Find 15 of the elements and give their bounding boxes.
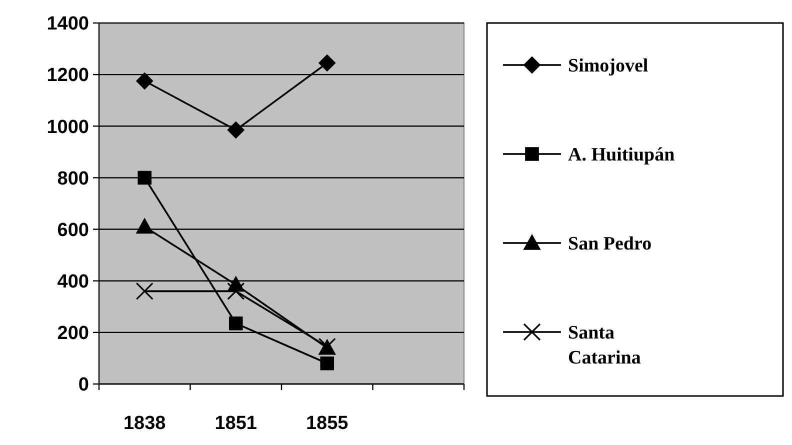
legend-label: San Pedro <box>568 234 652 255</box>
y-tick-label: 1400 <box>46 14 89 35</box>
y-tick-label: 200 <box>57 323 89 344</box>
y-tick-label: 600 <box>57 220 89 241</box>
y-tick-label: 1200 <box>46 65 89 86</box>
y-tick-label: 800 <box>57 168 89 190</box>
y-tick-label: 400 <box>57 272 89 293</box>
legend-label: Simojovel <box>568 56 648 77</box>
x-tick-label: 1838 <box>123 413 166 434</box>
legend-label: Santa Catarina <box>568 322 642 368</box>
y-tick-label: 1000 <box>46 116 89 138</box>
legend-label: A. Huitiupán <box>568 144 676 166</box>
y-tick-label: 0 <box>78 374 89 396</box>
x-tick-label: 1855 <box>306 413 349 434</box>
x-tick-label: 1851 <box>214 413 258 434</box>
